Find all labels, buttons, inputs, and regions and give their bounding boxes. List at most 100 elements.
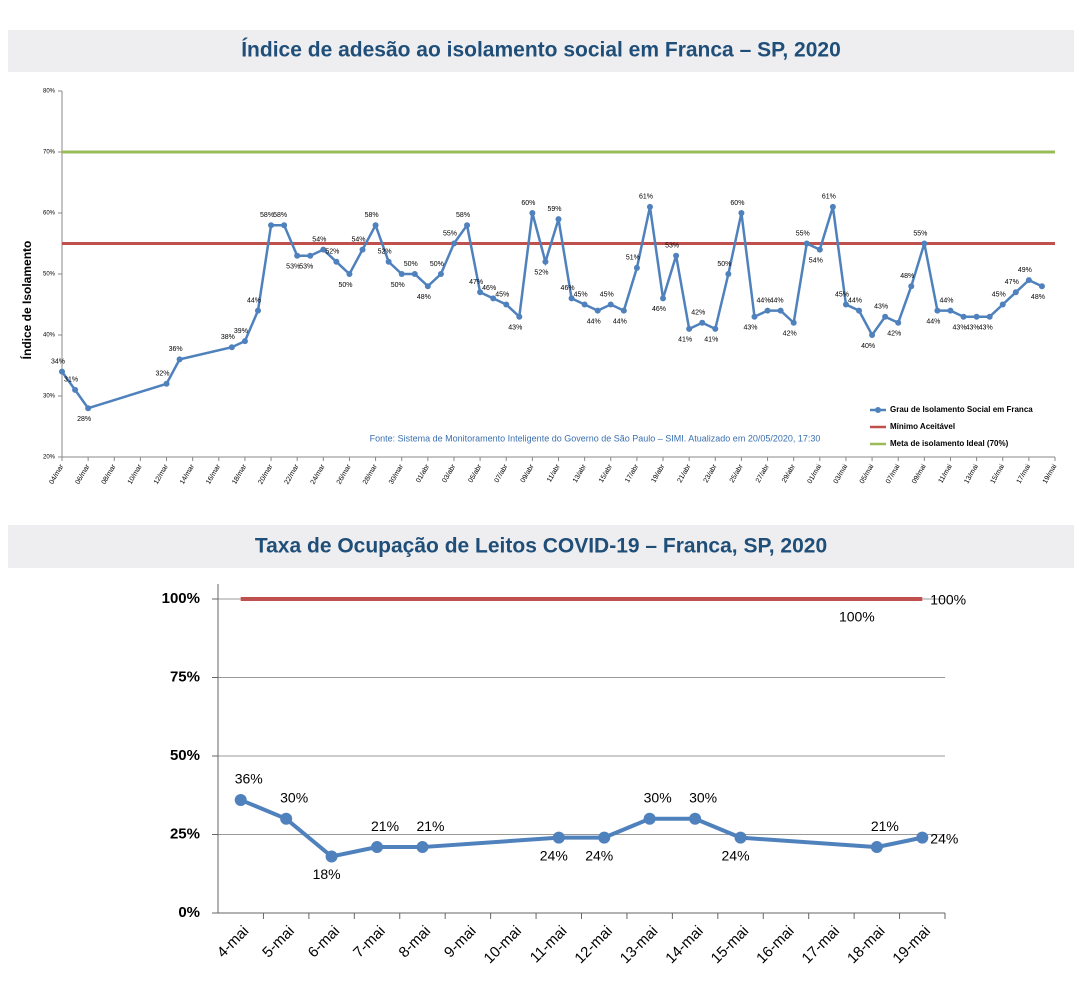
data-label: 48% bbox=[417, 294, 431, 301]
data-label: 50% bbox=[391, 282, 405, 289]
data-label: 45% bbox=[992, 291, 1006, 298]
data-label: 50% bbox=[404, 261, 418, 268]
data-point bbox=[1012, 289, 1019, 296]
y-tick-label: 25% bbox=[170, 825, 200, 842]
data-label: 61% bbox=[822, 194, 836, 201]
data-label: 59% bbox=[547, 206, 561, 213]
data-label: 100% bbox=[930, 592, 966, 608]
data-label: 46% bbox=[561, 285, 575, 292]
data-label: 44% bbox=[848, 297, 862, 304]
data-point bbox=[346, 271, 353, 277]
data-label: 53% bbox=[665, 243, 679, 250]
data-label: 36% bbox=[235, 771, 263, 787]
data-point bbox=[437, 271, 444, 277]
data-label: 44% bbox=[247, 297, 261, 304]
data-label: 52% bbox=[378, 249, 392, 256]
data-point bbox=[416, 841, 429, 854]
data-label: 44% bbox=[613, 318, 627, 325]
data-point bbox=[241, 338, 248, 345]
y-axis-label: Índice de Isolamento bbox=[19, 241, 34, 360]
data-point bbox=[268, 222, 275, 229]
data-point bbox=[764, 307, 771, 314]
legend-marker bbox=[875, 407, 881, 413]
data-label: 38% bbox=[221, 334, 235, 341]
data-point bbox=[908, 283, 915, 290]
data-label: 43% bbox=[966, 325, 980, 332]
data-label: 45% bbox=[495, 291, 509, 298]
data-point bbox=[594, 307, 601, 314]
data-point bbox=[516, 313, 523, 320]
data-point bbox=[869, 332, 876, 338]
data-label: 45% bbox=[600, 291, 614, 298]
data-point bbox=[934, 307, 941, 314]
data-point bbox=[359, 246, 366, 253]
data-point bbox=[568, 295, 575, 302]
y-tick-label: 70% bbox=[43, 150, 56, 156]
data-label: 31% bbox=[64, 377, 78, 384]
data-point bbox=[699, 319, 706, 326]
data-label: 100% bbox=[839, 609, 875, 625]
data-label: 43% bbox=[743, 325, 757, 332]
y-tick-label: 40% bbox=[43, 333, 56, 339]
data-point bbox=[163, 380, 170, 387]
data-point bbox=[790, 319, 797, 326]
data-point bbox=[643, 812, 656, 825]
data-label: 52% bbox=[325, 249, 339, 256]
data-label: 39% bbox=[234, 328, 248, 335]
data-label: 30% bbox=[280, 790, 308, 806]
data-point bbox=[882, 313, 889, 320]
data-point bbox=[85, 405, 92, 412]
data-label: 43% bbox=[979, 325, 993, 332]
data-label: 48% bbox=[900, 273, 914, 280]
data-label: 51% bbox=[626, 255, 640, 262]
data-point bbox=[281, 222, 288, 229]
data-point bbox=[620, 307, 627, 314]
data-point bbox=[999, 301, 1006, 308]
data-point bbox=[552, 831, 565, 844]
data-point bbox=[555, 216, 562, 223]
data-point bbox=[307, 252, 314, 259]
legend-label: Mínimo Aceitável bbox=[890, 422, 955, 431]
data-label: 54% bbox=[312, 236, 326, 243]
data-point bbox=[607, 301, 614, 308]
data-point bbox=[477, 289, 484, 296]
data-label: 53% bbox=[299, 264, 313, 271]
data-label: 58% bbox=[273, 212, 287, 219]
data-point bbox=[294, 252, 301, 259]
data-label: 44% bbox=[770, 297, 784, 304]
data-point bbox=[411, 271, 418, 277]
data-label: 41% bbox=[678, 337, 692, 344]
y-tick-label: 50% bbox=[170, 747, 200, 764]
y-tick-label: 30% bbox=[43, 394, 56, 400]
data-point bbox=[870, 841, 883, 854]
data-label: 55% bbox=[443, 230, 457, 237]
data-point bbox=[464, 222, 471, 229]
data-label: 44% bbox=[926, 318, 940, 325]
data-point bbox=[72, 386, 79, 393]
data-point bbox=[686, 325, 693, 332]
data-label: 30% bbox=[689, 790, 717, 806]
data-label: 61% bbox=[639, 194, 653, 201]
y-tick-label: 0% bbox=[178, 904, 200, 921]
data-point bbox=[234, 793, 247, 806]
data-label: 54% bbox=[352, 236, 366, 243]
data-point bbox=[176, 356, 183, 363]
data-point bbox=[725, 271, 732, 277]
data-point bbox=[947, 307, 954, 314]
data-point bbox=[1038, 283, 1045, 290]
data-point bbox=[490, 295, 497, 302]
data-point bbox=[673, 252, 680, 259]
data-point bbox=[842, 301, 849, 308]
data-label: 43% bbox=[508, 325, 522, 332]
data-label: 45% bbox=[835, 291, 849, 298]
data-label: 55% bbox=[913, 230, 927, 237]
data-point bbox=[751, 313, 758, 320]
data-point bbox=[228, 344, 235, 351]
header-band bbox=[8, 525, 1074, 568]
data-label: 42% bbox=[887, 331, 901, 338]
source-note: Fonte: Sistema de Monitoramento Intelige… bbox=[370, 433, 821, 443]
data-label: 21% bbox=[371, 818, 399, 834]
data-point bbox=[503, 301, 510, 308]
series-line bbox=[239, 798, 923, 859]
data-label: 47% bbox=[469, 279, 483, 286]
